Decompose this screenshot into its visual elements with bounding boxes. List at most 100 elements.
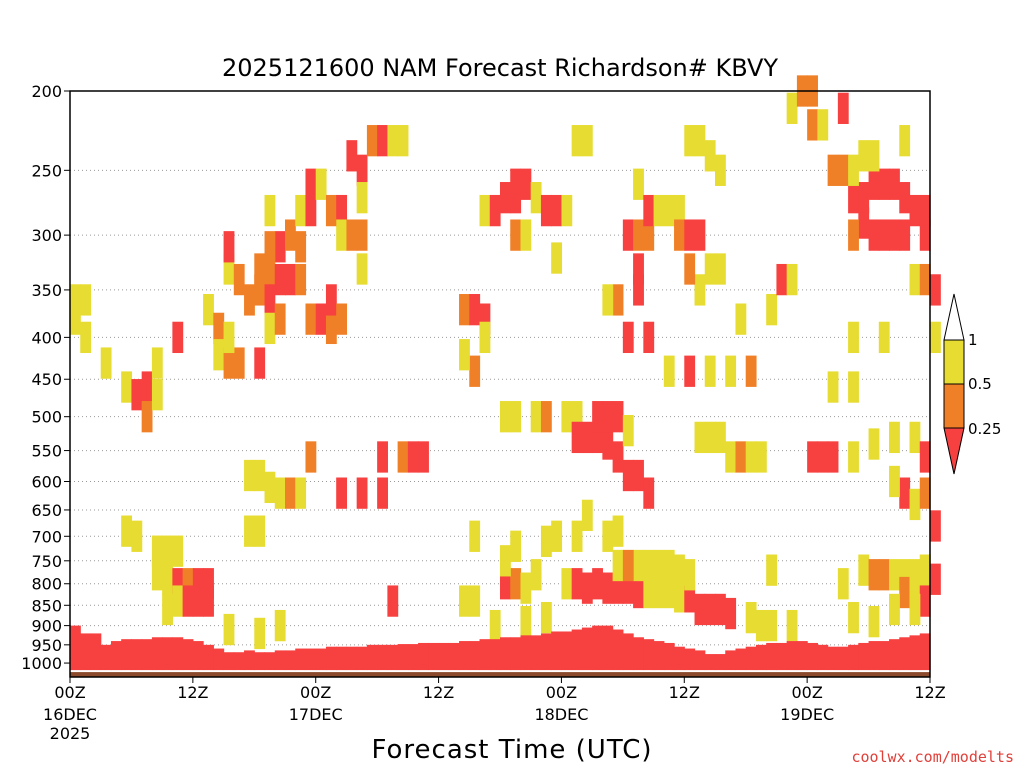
heatmap-cell: [612, 572, 624, 604]
boundary-layer-cell: [295, 648, 307, 671]
heatmap-cell: [540, 525, 552, 557]
heatmap-cell: [745, 441, 757, 473]
heatmap-cell: [520, 219, 532, 251]
heatmap-cell: [540, 194, 552, 227]
heatmap-cell: [889, 168, 900, 200]
heatmap-cell: [356, 219, 368, 251]
heatmap-cell: [858, 140, 870, 172]
heatmap-cell: [919, 477, 931, 509]
boundary-layer-cell: [530, 635, 542, 671]
heatmap-cell: [295, 263, 307, 296]
boundary-layer-cell: [817, 644, 829, 671]
boundary-layer-cell: [602, 625, 614, 671]
heatmap-cell: [397, 125, 409, 157]
heatmap-cell: [162, 535, 173, 567]
heatmap-cell: [930, 321, 941, 354]
heatmap-cell: [70, 303, 81, 335]
colorbar-bin-orange: [943, 383, 965, 429]
heatmap-cell: [551, 242, 563, 274]
heatmap-cell: [387, 585, 399, 617]
heatmap-cell: [633, 576, 644, 609]
heatmap-cell: [786, 263, 798, 296]
heatmap-cell: [418, 441, 429, 473]
heatmap-cell: [520, 605, 532, 638]
heatmap-cell: [848, 154, 859, 186]
heatmap-cell: [581, 125, 593, 157]
heatmap-cell: [745, 355, 757, 387]
colorbar-label-0-5: 0.5: [968, 375, 992, 393]
y-tick-label-900: 900: [31, 617, 62, 636]
heatmap-cell: [315, 303, 327, 335]
boundary-layer-cell: [592, 625, 603, 671]
heatmap-cell: [643, 321, 655, 354]
heatmap-cell: [868, 140, 880, 172]
heatmap-cell: [203, 585, 214, 617]
heatmap-cell: [848, 371, 859, 403]
boundary-layer-cell: [571, 629, 583, 671]
heatmap-cell: [305, 194, 317, 227]
heatmap-cell: [899, 559, 911, 591]
heatmap-cell: [602, 428, 614, 460]
heatmap-cell: [325, 194, 337, 227]
heatmap-cell: [878, 219, 890, 251]
boundary-layer-cell: [469, 641, 481, 671]
heatmap-cell: [755, 441, 767, 473]
y-tick-label-450: 450: [31, 370, 62, 389]
heatmap-cell: [684, 581, 696, 613]
boundary-layer-cell: [704, 654, 716, 671]
boundary-layer-cell: [100, 644, 112, 671]
heatmap-cell: [254, 617, 266, 650]
heatmap-cell: [571, 421, 583, 454]
y-tick-label-600: 600: [31, 472, 62, 491]
heatmap-cell: [930, 563, 941, 595]
heatmap-cell: [643, 576, 655, 609]
credit-link[interactable]: coolwx.com/modelts: [851, 748, 1014, 766]
heatmap-cell: [469, 520, 481, 552]
heatmap-cell: [121, 515, 133, 547]
heatmap-cell: [581, 572, 593, 604]
heatmap-cell: [182, 585, 194, 617]
heatmap-cell: [305, 303, 317, 335]
ground-band: [70, 672, 930, 677]
heatmap-cell: [766, 609, 778, 642]
heatmap-cell: [919, 219, 931, 251]
boundary-layer-cell: [448, 642, 460, 671]
heatmap-cell: [500, 182, 511, 214]
heatmap-cell: [274, 609, 286, 642]
y-tick-label-950: 950: [31, 636, 62, 655]
heatmap-cell: [909, 593, 921, 626]
heatmap-cell: [459, 294, 470, 326]
heatmap-cell: [602, 401, 614, 433]
boundary-layer-cell: [80, 633, 92, 671]
heatmap-cell: [725, 441, 737, 473]
heatmap-cell: [725, 597, 737, 630]
heatmap-cell: [868, 605, 880, 638]
heatmap-cell: [592, 401, 603, 433]
boundary-layer-cell: [633, 637, 644, 671]
heatmap-cell: [766, 294, 778, 326]
heatmap-cell: [223, 253, 235, 285]
heatmap-cell: [479, 194, 491, 227]
heatmap-cell: [131, 379, 143, 411]
x-tick-label: 12Z: [177, 683, 208, 702]
heatmap-cell: [377, 125, 388, 157]
heatmap-cell: [858, 207, 870, 239]
heatmap-cell: [285, 263, 296, 296]
boundary-layer-cell: [213, 648, 225, 671]
heatmap-cell: [889, 559, 900, 591]
heatmap-cell: [561, 568, 573, 600]
heatmap-cell: [561, 194, 573, 227]
heatmap-cell: [500, 401, 511, 433]
heatmap-cell: [694, 421, 706, 454]
heatmap-cell: [305, 441, 317, 473]
boundary-layer-cell: [141, 639, 153, 671]
boundary-layer-cell: [110, 641, 122, 671]
heatmap-cell: [919, 194, 931, 227]
heatmap-cell: [305, 168, 317, 200]
heatmap-cell: [735, 441, 747, 473]
heatmap-cell: [336, 219, 348, 251]
heatmap-cell: [704, 355, 716, 387]
heatmap-cell: [899, 576, 911, 609]
x-tick-label: 12Z: [914, 683, 945, 702]
y-tick-label-750: 750: [31, 552, 62, 571]
